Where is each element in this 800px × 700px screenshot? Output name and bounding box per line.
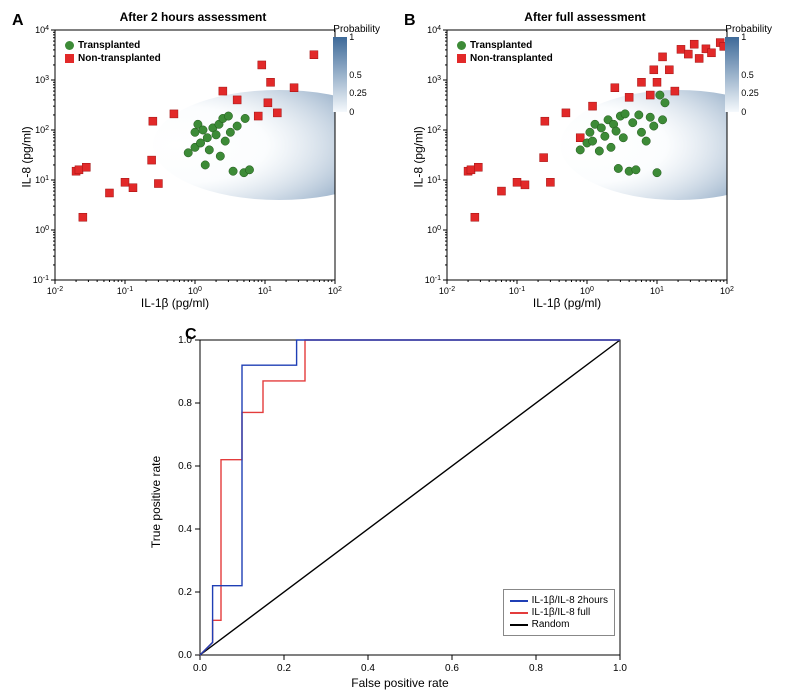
panel-a-title: After 2 hours assessment bbox=[0, 10, 388, 24]
colorbar-tick: 1 bbox=[741, 32, 746, 42]
legend-label: Non-transplanted bbox=[78, 53, 161, 64]
svg-text:101: 101 bbox=[258, 286, 272, 297]
legend-label: Transplanted bbox=[470, 40, 532, 51]
panel-c-legend: IL-1β/IL-8 2hours IL-1β/IL-8 full Random bbox=[503, 589, 615, 636]
svg-text:10-2: 10-2 bbox=[439, 286, 455, 297]
panel-b: B After full assessment 10-210-110010110… bbox=[402, 10, 792, 310]
legend-item-transplanted: Transplanted bbox=[65, 40, 161, 51]
svg-text:0.0: 0.0 bbox=[193, 663, 207, 674]
roc-legend-item: IL-1β/IL-8 full bbox=[510, 607, 608, 618]
roc-legend-label: Random bbox=[532, 619, 570, 630]
svg-text:102: 102 bbox=[427, 125, 441, 136]
square-marker-icon bbox=[65, 54, 74, 63]
colorbar-title: Probability bbox=[725, 24, 772, 35]
svg-text:10-1: 10-1 bbox=[117, 286, 133, 297]
svg-text:100: 100 bbox=[188, 286, 202, 297]
svg-text:104: 104 bbox=[35, 25, 49, 36]
svg-text:0.6: 0.6 bbox=[445, 663, 459, 674]
colorbar-tick: 0 bbox=[741, 107, 746, 117]
colorbar-tick: 0.5 bbox=[349, 70, 362, 80]
panel-a: A After 2 hours assessment 10-210-110010… bbox=[10, 10, 400, 310]
roc-legend-label: IL-1β/IL-8 full bbox=[532, 607, 591, 618]
panel-a-colorbar: Probability 1 0.5 0.25 0 bbox=[333, 24, 380, 112]
circle-marker-icon bbox=[65, 41, 74, 50]
svg-text:103: 103 bbox=[35, 75, 49, 86]
svg-text:102: 102 bbox=[35, 125, 49, 136]
svg-text:102: 102 bbox=[328, 286, 342, 297]
svg-text:101: 101 bbox=[427, 175, 441, 186]
svg-text:0.4: 0.4 bbox=[361, 663, 375, 674]
legend-label: Non-transplanted bbox=[470, 53, 553, 64]
legend-item-nontransplanted: Non-transplanted bbox=[457, 53, 553, 64]
roc-legend-label: IL-1β/IL-8 2hours bbox=[532, 595, 608, 606]
panel-b-ylabel: IL-8 (pg/ml) bbox=[412, 126, 426, 187]
svg-text:100: 100 bbox=[35, 225, 49, 236]
square-marker-icon bbox=[457, 54, 466, 63]
svg-text:0.6: 0.6 bbox=[178, 461, 192, 472]
svg-text:0.0: 0.0 bbox=[178, 650, 192, 661]
svg-text:0.2: 0.2 bbox=[178, 587, 192, 598]
svg-text:10-1: 10-1 bbox=[509, 286, 525, 297]
svg-text:1.0: 1.0 bbox=[613, 663, 627, 674]
svg-text:101: 101 bbox=[650, 286, 664, 297]
svg-text:0.8: 0.8 bbox=[529, 663, 543, 674]
panel-c-xlabel: False positive rate bbox=[140, 676, 660, 690]
svg-text:10-2: 10-2 bbox=[47, 286, 63, 297]
figure-root: A After 2 hours assessment 10-210-110010… bbox=[10, 10, 790, 690]
svg-text:100: 100 bbox=[427, 225, 441, 236]
colorbar-tick: 1 bbox=[349, 32, 354, 42]
roc-legend-item: IL-1β/IL-8 2hours bbox=[510, 595, 608, 606]
svg-text:100: 100 bbox=[580, 286, 594, 297]
circle-marker-icon bbox=[457, 41, 466, 50]
svg-text:0.2: 0.2 bbox=[277, 663, 291, 674]
svg-text:10-1: 10-1 bbox=[33, 275, 49, 286]
top-row: A After 2 hours assessment 10-210-110010… bbox=[10, 10, 790, 310]
roc-legend-item: Random bbox=[510, 619, 608, 630]
panel-c-ylabel: True positive rate bbox=[149, 456, 163, 548]
panel-c: C 0.00.20.40.60.81.00.00.20.40.60.81.0 T… bbox=[140, 320, 660, 690]
line-icon bbox=[510, 600, 528, 602]
svg-text:0.8: 0.8 bbox=[178, 398, 192, 409]
panel-b-xlabel: IL-1β (pg/ml) bbox=[402, 296, 732, 310]
colorbar-gradient: 1 0.5 0.25 0 bbox=[333, 37, 347, 112]
colorbar-tick: 0 bbox=[349, 107, 354, 117]
panel-a-legend: Transplanted Non-transplanted bbox=[65, 40, 161, 66]
colorbar-title: Probability bbox=[333, 24, 380, 35]
line-icon bbox=[510, 624, 528, 626]
colorbar-gradient: 1 0.5 0.25 0 bbox=[725, 37, 739, 112]
svg-text:104: 104 bbox=[427, 25, 441, 36]
svg-text:101: 101 bbox=[35, 175, 49, 186]
legend-item-transplanted: Transplanted bbox=[457, 40, 553, 51]
panel-b-legend: Transplanted Non-transplanted bbox=[457, 40, 553, 66]
colorbar-tick: 0.5 bbox=[741, 70, 754, 80]
colorbar-tick: 0.25 bbox=[741, 88, 759, 98]
panel-b-colorbar: Probability 1 0.5 0.25 0 bbox=[725, 24, 772, 112]
legend-label: Transplanted bbox=[78, 40, 140, 51]
colorbar-tick: 0.25 bbox=[349, 88, 367, 98]
panel-a-xlabel: IL-1β (pg/ml) bbox=[10, 296, 340, 310]
panel-b-title: After full assessment bbox=[390, 10, 780, 24]
panel-a-ylabel: IL-8 (pg/ml) bbox=[20, 126, 34, 187]
svg-text:10-1: 10-1 bbox=[425, 275, 441, 286]
svg-text:0.4: 0.4 bbox=[178, 524, 192, 535]
svg-text:102: 102 bbox=[720, 286, 734, 297]
legend-item-nontransplanted: Non-transplanted bbox=[65, 53, 161, 64]
svg-text:103: 103 bbox=[427, 75, 441, 86]
panel-c-label: C bbox=[185, 326, 197, 344]
line-icon bbox=[510, 612, 528, 614]
